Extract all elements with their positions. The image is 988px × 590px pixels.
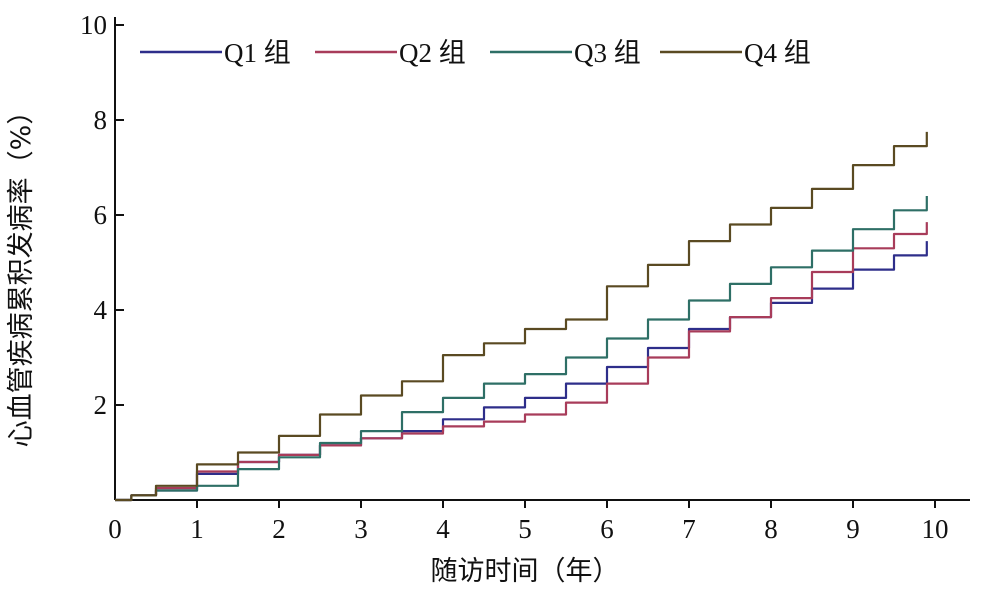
x-tick-label: 8 [764,514,778,544]
x-tick-label: 9 [846,514,860,544]
x-axis-title: 随访时间（年） [431,556,620,587]
x-tick-label: 4 [436,514,450,544]
y-axis-ticks: 2 4 6 8 10 [80,10,124,420]
y-tick-label: 10 [80,10,107,40]
series-line-q2 [115,222,928,502]
legend-label-q3: Q3 组 [574,38,641,68]
x-axis-ticks: 0 1 2 3 4 5 6 7 8 9 10 [108,500,949,544]
x-tick-label: 1 [190,514,204,544]
legend-label-q2: Q2 组 [399,38,466,68]
x-tick-label: 6 [600,514,614,544]
axes [114,17,970,501]
y-tick-label: 8 [94,105,108,135]
series-line-q3 [115,196,928,502]
series-line-q1 [115,241,928,502]
x-tick-label: 2 [272,514,286,544]
x-tick-label: 3 [354,514,368,544]
legend-label-q4: Q4 组 [744,38,811,68]
y-tick-label: 4 [94,295,108,325]
legend-label-q1: Q1 组 [224,38,291,68]
y-tick-label: 6 [94,200,108,230]
series-lines [115,131,928,502]
x-tick-label: 5 [518,514,532,544]
series-line-q4 [115,131,928,502]
legend: Q1 组 Q2 组 Q3 组 Q4 组 [140,38,811,68]
y-axis-title: 心血管疾病累积发病率（%） [6,98,37,448]
x-tick-label: 7 [682,514,696,544]
x-tick-label: 0 [108,514,122,544]
x-tick-label: 10 [922,514,949,544]
y-tick-label: 2 [94,390,108,420]
